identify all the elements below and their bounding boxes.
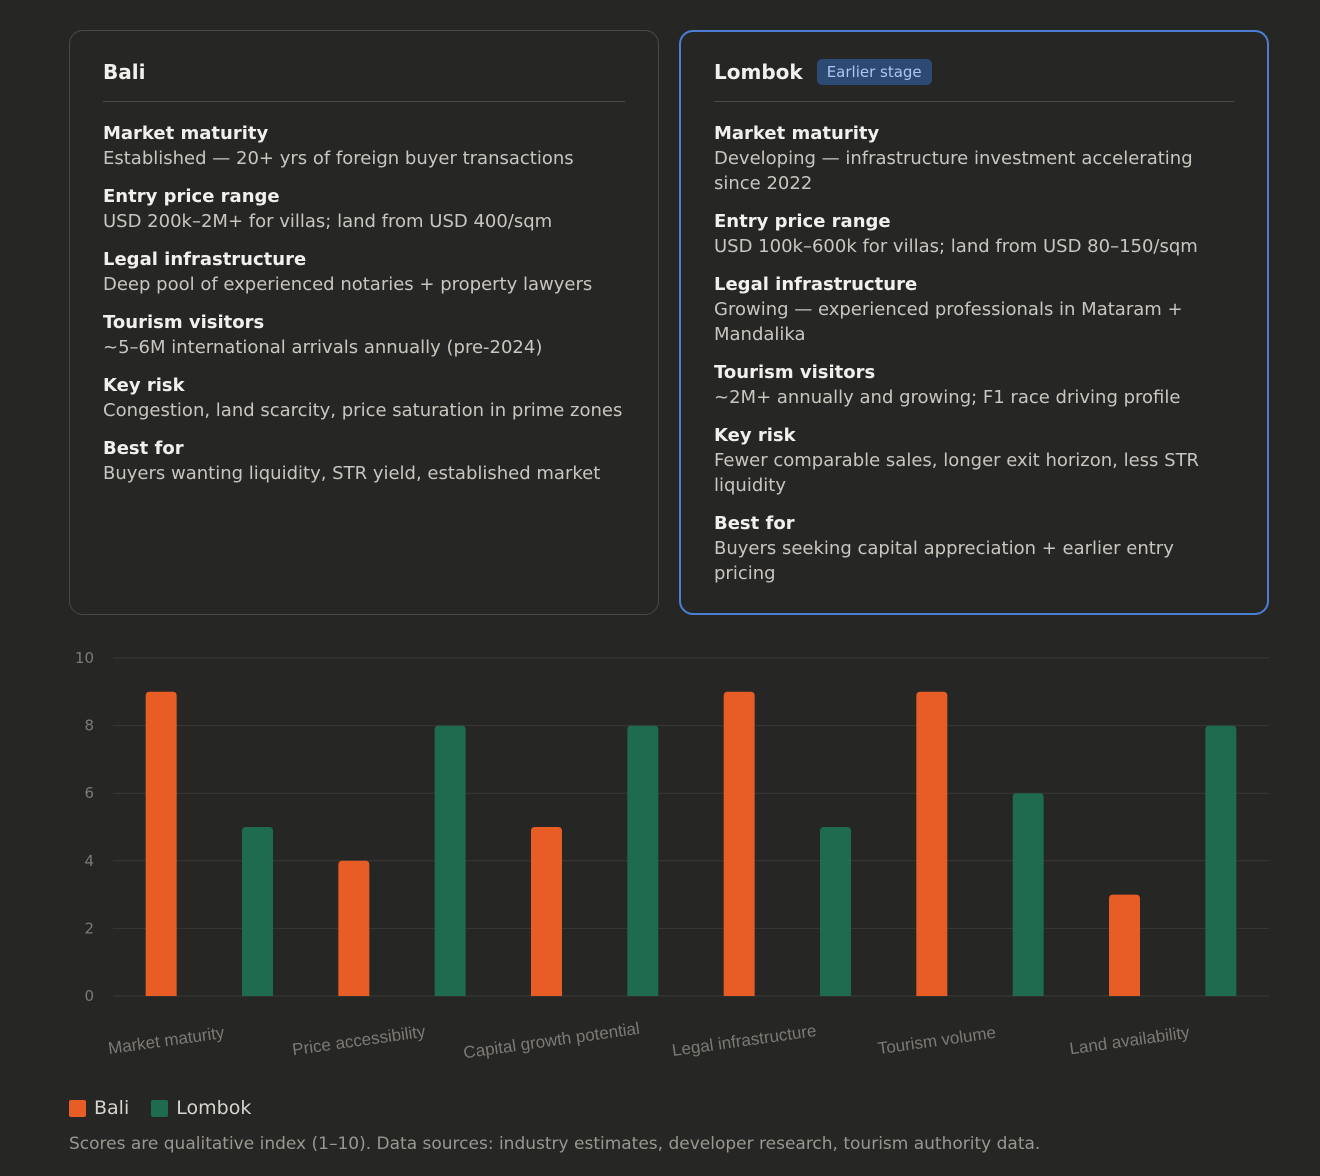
- lombok-row-key-risk: Key risk Fewer comparable sales, longer …: [714, 424, 1234, 498]
- bar-bali-3[interactable]: [723, 691, 755, 996]
- lombok-card-header: Lombok Earlier stage: [714, 57, 1234, 102]
- comparison-bar-chart: 0 2 4 6 8 10 Market maturity Price accessibilit…: [75, 649, 1269, 1063]
- bali-row-entry-price: Entry price range USD 200k–2M+ for villa…: [103, 185, 625, 234]
- x-tick-label: Legal infrastructure: [671, 1021, 818, 1060]
- row-value: Established — 20+ yrs of foreign buyer t…: [103, 148, 574, 169]
- bali-row-key-risk: Key risk Congestion, land scarcity, pric…: [103, 374, 625, 423]
- y-tick-label: 4: [84, 852, 94, 870]
- legend-label-lombok: Lombok: [176, 1097, 252, 1119]
- row-label: Entry price range: [714, 211, 891, 232]
- row-label: Key risk: [103, 375, 185, 396]
- bar-lombok-4[interactable]: [1012, 793, 1044, 996]
- row-label: Best for: [103, 438, 184, 459]
- chart-legend: Bali Lombok: [69, 1097, 251, 1119]
- bali-card: Bali Market maturity Established — 20+ y…: [69, 30, 659, 615]
- x-tick-label: Tourism volume: [877, 1023, 998, 1058]
- bar-lombok-0[interactable]: [242, 827, 273, 996]
- legend-item-bali[interactable]: Bali: [69, 1097, 129, 1119]
- row-value: USD 200k–2M+ for villas; land from USD 4…: [103, 211, 553, 232]
- lombok-card: Lombok Earlier stage Market maturity Dev…: [679, 30, 1269, 615]
- y-tick-label: 0: [84, 987, 94, 1005]
- bali-row-market-maturity: Market maturity Established — 20+ yrs of…: [103, 122, 625, 171]
- row-label: Tourism visitors: [103, 312, 265, 333]
- row-label: Key risk: [714, 425, 796, 446]
- bar-lombok-2[interactable]: [627, 725, 659, 996]
- row-label: Market maturity: [714, 123, 880, 144]
- bar-bali-1[interactable]: [338, 860, 370, 996]
- stage-badge: Earlier stage: [816, 59, 932, 85]
- bar-bali-4[interactable]: [916, 691, 948, 996]
- y-tick-label: 2: [84, 919, 94, 937]
- row-label: Entry price range: [103, 186, 280, 207]
- bar-bali-0[interactable]: [145, 691, 177, 996]
- x-tick-label: Market maturity: [107, 1023, 226, 1058]
- row-label: Tourism visitors: [714, 362, 876, 383]
- bali-row-legal: Legal infrastructure Deep pool of experi…: [103, 248, 625, 297]
- row-label: Legal infrastructure: [714, 274, 918, 295]
- row-value: Fewer comparable sales, longer exit hori…: [714, 450, 1200, 496]
- lombok-row-market-maturity: Market maturity Developing — infrastruct…: [714, 122, 1234, 196]
- row-value: Growing — experienced professionals in M…: [714, 299, 1183, 345]
- x-tick-label: Capital growth potential: [462, 1019, 641, 1063]
- y-tick-label: 10: [75, 649, 94, 667]
- row-label: Legal infrastructure: [103, 249, 307, 270]
- bar-bali-5[interactable]: [1109, 894, 1140, 996]
- bali-card-header: Bali: [103, 57, 625, 102]
- x-tick-label: Land availability: [1068, 1023, 1191, 1059]
- row-value: Buyers seeking capital appreciation + ea…: [714, 538, 1174, 584]
- legend-item-lombok[interactable]: Lombok: [151, 1097, 251, 1119]
- bar-lombok-3[interactable]: [820, 827, 851, 996]
- row-label: Best for: [714, 513, 795, 534]
- lombok-row-tourism: Tourism visitors ~2M+ annually and growi…: [714, 361, 1234, 410]
- bar-lombok-1[interactable]: [434, 725, 466, 996]
- lombok-row-best-for: Best for Buyers seeking capital apprecia…: [714, 512, 1234, 586]
- bar-lombok-5[interactable]: [1205, 725, 1237, 996]
- legend-label-bali: Bali: [94, 1097, 130, 1119]
- row-label: Market maturity: [103, 123, 269, 144]
- lombok-row-legal: Legal infrastructure Growing — experienc…: [714, 273, 1234, 347]
- y-tick-label: 6: [84, 784, 94, 802]
- row-value: ~2M+ annually and growing; F1 race drivi…: [714, 387, 1181, 408]
- lombok-card-title: Lombok: [714, 60, 803, 84]
- legend-swatch-bali: [69, 1099, 86, 1117]
- bali-card-title: Bali: [103, 60, 146, 84]
- row-value: Buyers wanting liquidity, STR yield, est…: [103, 463, 601, 484]
- lombok-row-entry-price: Entry price range USD 100k–600k for vill…: [714, 210, 1234, 259]
- legend-swatch-lombok: [151, 1099, 169, 1117]
- row-value: USD 100k–600k for villas; land from USD …: [714, 236, 1198, 257]
- chart-footnote: Scores are qualitative index (1–10). Dat…: [69, 1134, 1041, 1154]
- row-value: ~5–6M international arrivals annually (p…: [103, 337, 543, 358]
- row-value: Developing — infrastructure investment a…: [714, 148, 1193, 194]
- bali-row-best-for: Best for Buyers wanting liquidity, STR y…: [103, 437, 625, 486]
- row-value: Deep pool of experienced notaries + prop…: [103, 274, 593, 295]
- x-tick-label: Price accessibility: [291, 1022, 427, 1060]
- bali-row-tourism: Tourism visitors ~5–6M international arr…: [103, 311, 625, 360]
- y-tick-label: 8: [84, 717, 94, 735]
- row-value: Congestion, land scarcity, price saturat…: [103, 400, 623, 421]
- bar-bali-2[interactable]: [531, 827, 562, 996]
